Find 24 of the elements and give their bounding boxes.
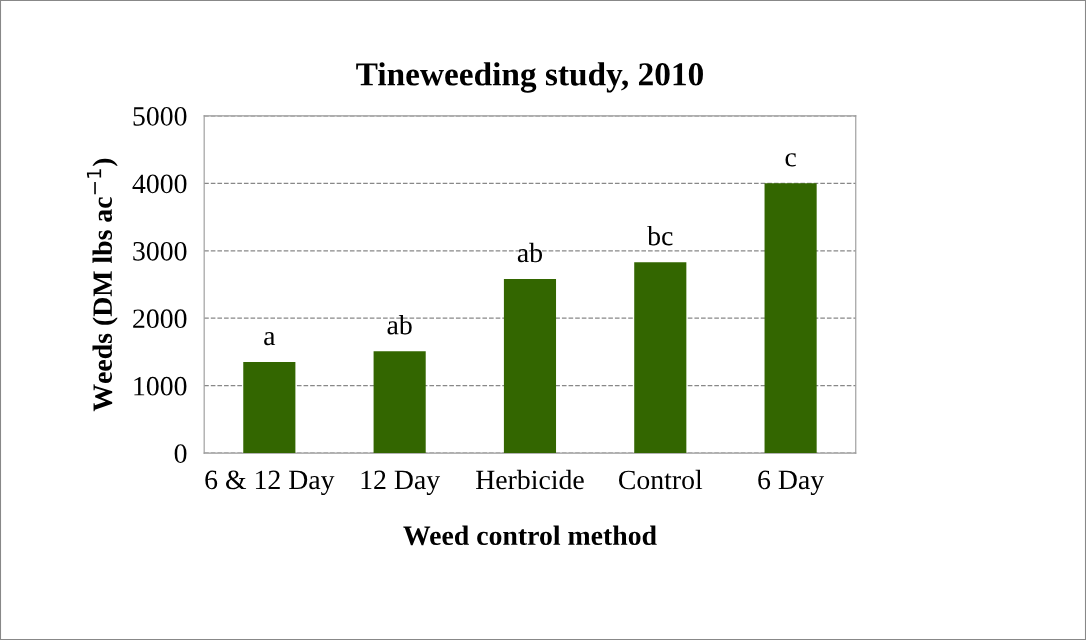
chart-title: Tineweeding study, 2010: [356, 62, 703, 93]
y-tick-label: 2000: [133, 309, 187, 329]
x-tick-label: 6 Day: [758, 470, 825, 495]
bar: [503, 279, 557, 454]
y-tick-label: 1000: [134, 376, 187, 396]
annotation: bc: [647, 225, 673, 246]
annotation: ab: [387, 314, 412, 335]
y-axis-title: Weeds (DM lbs ac$^{−1}$): [86, 158, 118, 412]
x-tick-label: Herbicide: [476, 469, 584, 490]
y-tick-label: 0: [174, 444, 187, 464]
x-tick-label: Control: [618, 469, 703, 490]
y-tick-label: 5000: [133, 107, 187, 126]
bar: [243, 362, 296, 454]
x-tick-label: 12 Day: [361, 470, 441, 495]
x-tick-label: 6 & 12 Day: [205, 470, 335, 495]
bar: [764, 183, 817, 454]
y-tick-label: 4000: [132, 174, 187, 194]
annotation: ab: [517, 242, 543, 263]
bar: [373, 351, 426, 454]
x-axis-title: Weed control method: [403, 525, 657, 546]
y-tick-label: 3000: [133, 241, 187, 261]
bar: [634, 262, 687, 454]
annotation: c: [785, 153, 796, 167]
annotation: a: [264, 331, 276, 346]
